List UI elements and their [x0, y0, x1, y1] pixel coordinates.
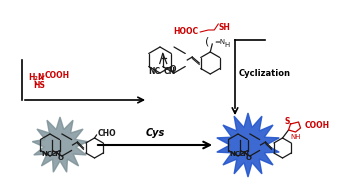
- Text: SH: SH: [218, 22, 230, 32]
- Text: COOH: COOH: [45, 70, 70, 80]
- Text: HOOC: HOOC: [173, 28, 198, 36]
- Text: Cys: Cys: [146, 128, 165, 138]
- Text: CN: CN: [239, 152, 250, 157]
- Text: Cyclization: Cyclization: [239, 70, 291, 78]
- Text: O: O: [58, 155, 64, 161]
- Text: HS: HS: [33, 81, 45, 91]
- Text: COOH: COOH: [305, 121, 330, 129]
- Text: (: (: [205, 37, 209, 47]
- Text: S: S: [285, 118, 290, 126]
- Text: H: H: [224, 42, 230, 48]
- Polygon shape: [32, 117, 88, 172]
- Text: =N: =N: [214, 39, 225, 45]
- Text: CHO: CHO: [98, 129, 116, 139]
- Text: O: O: [246, 155, 252, 161]
- Text: O: O: [170, 66, 176, 74]
- Text: CN: CN: [51, 152, 62, 157]
- Text: NC: NC: [41, 152, 52, 157]
- Text: H₂N: H₂N: [28, 74, 45, 83]
- Text: NC: NC: [149, 67, 161, 77]
- Text: NC: NC: [229, 152, 240, 157]
- Text: NH: NH: [290, 134, 301, 140]
- Polygon shape: [217, 113, 279, 177]
- Text: CN: CN: [164, 67, 176, 77]
